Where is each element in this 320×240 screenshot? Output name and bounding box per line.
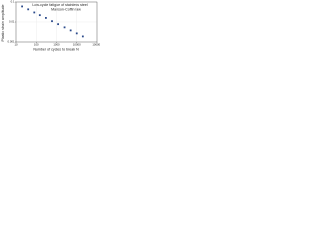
page: {"chart_data": { "type": "scatter", "tit…: [0, 0, 320, 52]
x-tick-label: 10000: [73, 43, 81, 47]
x-tick-label: 1000: [53, 43, 60, 47]
point: [75, 32, 78, 35]
point: [63, 26, 66, 29]
chart-title: Low-cycle fatigue of stainless steel: [32, 3, 88, 7]
y-axis-label: Plastic strain amplitude: [1, 5, 5, 42]
chart: Low-cycle fatigue of stainless steel Man…: [1, 0, 100, 51]
plot-frame: [15, 1, 98, 43]
point: [21, 5, 23, 8]
point: [27, 8, 30, 11]
y-tick-label: 0.1: [11, 0, 15, 4]
x-axis-label: Number of cycles to break N: [33, 47, 79, 51]
point: [69, 29, 72, 32]
y-tick-label: 0.01: [9, 20, 15, 24]
point: [81, 35, 84, 38]
point: [45, 17, 47, 19]
x-tick-label: 100000: [92, 43, 100, 47]
annotation: Manson-Coffin law: [51, 7, 81, 11]
x-tick-label: 100: [34, 43, 39, 47]
x-tick-label: 10: [14, 43, 18, 47]
point: [33, 11, 36, 14]
point: [38, 14, 41, 17]
point: [51, 20, 53, 23]
point: [57, 23, 60, 26]
y-tick-label: 0.001: [8, 40, 15, 44]
